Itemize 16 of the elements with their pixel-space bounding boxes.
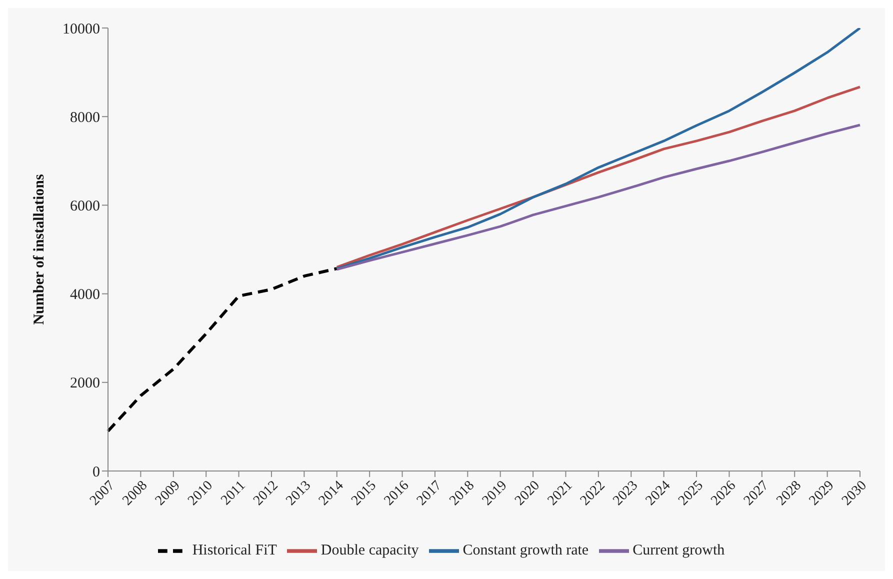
- x-tick-label: 2011: [218, 478, 249, 508]
- legend-label: Current growth: [632, 542, 725, 558]
- legend-label: Historical FiT: [192, 542, 277, 558]
- y-tick-label: 0: [92, 464, 100, 480]
- y-tick-label: 4000: [70, 287, 100, 304]
- legend-label: Double capacity: [320, 542, 419, 558]
- line-series: [106, 267, 338, 433]
- y-tick-label: 8000: [70, 110, 100, 126]
- y-tick-label: 6000: [70, 198, 100, 215]
- line-series: [336, 86, 862, 268]
- line-series: [336, 28, 862, 270]
- y-tick-label: 2000: [70, 376, 100, 392]
- line-series: [336, 124, 862, 271]
- y-axis-title: Number of installations: [31, 174, 48, 325]
- y-tick-label: 10000: [62, 21, 100, 38]
- legend-label: Constant growth rate: [462, 542, 589, 558]
